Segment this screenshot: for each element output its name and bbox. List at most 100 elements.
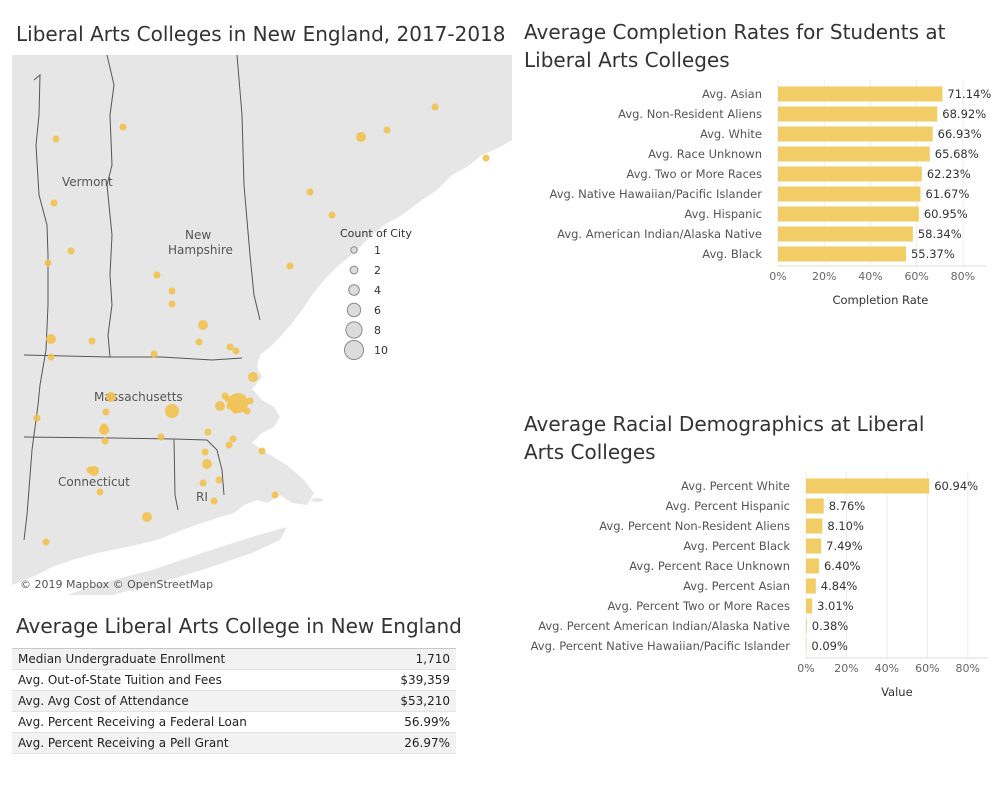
map-points <box>33 103 490 546</box>
map-point[interactable] <box>482 154 490 162</box>
table-row-value: 56.99% <box>404 715 450 729</box>
map-point[interactable] <box>328 211 336 219</box>
bar[interactable] <box>778 146 930 162</box>
map-point[interactable] <box>431 103 439 111</box>
map-point[interactable] <box>221 392 229 400</box>
map-point[interactable] <box>286 262 294 270</box>
map-point[interactable] <box>42 538 50 546</box>
legend-size-icon <box>346 302 362 318</box>
map-point[interactable] <box>96 488 104 496</box>
bar[interactable] <box>778 246 906 262</box>
map-point[interactable] <box>157 433 165 441</box>
table-row-value: $53,210 <box>400 694 450 708</box>
map-point[interactable] <box>142 512 152 522</box>
map-point[interactable] <box>226 343 234 351</box>
map-credit[interactable]: © 2019 Mapbox © OpenStreetMap <box>20 578 214 591</box>
map-point[interactable] <box>202 459 212 469</box>
data-label: 7.49% <box>826 539 863 553</box>
bar[interactable] <box>778 226 913 242</box>
data-label: 68.92% <box>942 107 986 121</box>
map-point[interactable] <box>383 126 391 134</box>
bar[interactable] <box>806 498 824 514</box>
category-label: Avg. Black <box>702 247 762 261</box>
map-canvas[interactable]: Vermont New Hampshire Massachusetts Conn… <box>12 55 512 595</box>
map-point[interactable] <box>226 402 234 410</box>
map-point[interactable] <box>306 188 314 196</box>
map-point[interactable] <box>52 135 60 143</box>
map-point[interactable] <box>168 287 176 295</box>
bar[interactable] <box>806 558 819 574</box>
map-point[interactable] <box>243 407 251 415</box>
data-label: 8.76% <box>829 499 866 513</box>
table-row: Avg. Percent Receiving a Federal Loan 56… <box>12 712 456 733</box>
map-point[interactable] <box>199 479 207 487</box>
map-point[interactable] <box>101 437 109 445</box>
map-point[interactable] <box>229 435 237 443</box>
tick-label: 0% <box>769 270 786 283</box>
map-point[interactable] <box>258 447 266 455</box>
legend-size-icon <box>344 340 364 360</box>
map-point[interactable] <box>248 372 258 382</box>
bar[interactable] <box>778 166 922 182</box>
map-point[interactable] <box>232 347 240 355</box>
map-point[interactable] <box>33 414 41 422</box>
category-label: Avg. White <box>700 127 762 141</box>
bar[interactable] <box>806 598 813 614</box>
map-point[interactable] <box>46 334 56 344</box>
legend-size-icon <box>349 265 359 275</box>
category-label: Avg. Race Unknown <box>648 147 762 161</box>
bar[interactable] <box>778 206 919 222</box>
map-panel[interactable]: Vermont New Hampshire Massachusetts Conn… <box>12 55 512 595</box>
table-row-value: $39,359 <box>400 673 450 687</box>
bar[interactable] <box>806 518 823 534</box>
bar[interactable] <box>778 186 921 202</box>
map-point[interactable] <box>67 247 75 255</box>
map-point[interactable] <box>246 397 254 405</box>
category-label: Avg. Asian <box>702 87 762 101</box>
bar[interactable] <box>806 538 822 554</box>
map-point[interactable] <box>195 338 203 346</box>
bar[interactable] <box>806 618 807 634</box>
map-point[interactable] <box>168 300 176 308</box>
data-label: 0.38% <box>812 619 849 633</box>
map-point[interactable] <box>88 337 96 345</box>
table-row-value: 1,710 <box>415 652 450 666</box>
legend-size-label: 6 <box>374 304 381 317</box>
map-point[interactable] <box>102 408 110 416</box>
map-point[interactable] <box>50 199 58 207</box>
map-point[interactable] <box>47 353 55 361</box>
legend-size-icon <box>348 284 360 296</box>
map-point[interactable] <box>231 406 239 414</box>
category-label: Avg. American Indian/Alaska Native <box>557 227 762 241</box>
bar[interactable] <box>806 578 816 594</box>
map-point[interactable] <box>44 259 52 267</box>
bar[interactable] <box>778 126 933 142</box>
category-label: Avg. Hispanic <box>684 207 762 221</box>
table-row: Avg. Percent Receiving a Pell Grant 26.9… <box>12 732 456 754</box>
map-point[interactable] <box>198 320 208 330</box>
state-label-connecticut: Connecticut <box>58 475 130 489</box>
bar[interactable] <box>778 106 938 122</box>
map-point[interactable] <box>215 401 225 411</box>
map-point[interactable] <box>153 271 161 279</box>
bar[interactable] <box>806 478 930 494</box>
map-point[interactable] <box>356 132 366 142</box>
map-point[interactable] <box>215 476 223 484</box>
map-point[interactable] <box>271 491 279 499</box>
bar[interactable] <box>778 86 943 102</box>
map-point[interactable] <box>204 428 212 436</box>
map-point[interactable] <box>86 466 94 474</box>
category-label: Avg. Percent White <box>681 479 790 493</box>
map-point[interactable] <box>119 123 127 131</box>
data-label: 4.84% <box>821 579 858 593</box>
map-island <box>269 487 285 493</box>
map-point[interactable] <box>201 448 209 456</box>
table-row-label: Median Undergraduate Enrollment <box>18 652 226 666</box>
map-point[interactable] <box>210 497 218 505</box>
map-point[interactable] <box>150 350 158 358</box>
map-point[interactable] <box>99 425 109 435</box>
map-point[interactable] <box>106 392 116 402</box>
map-point[interactable] <box>165 404 179 418</box>
map-island <box>311 498 323 502</box>
map-point[interactable] <box>225 441 233 449</box>
